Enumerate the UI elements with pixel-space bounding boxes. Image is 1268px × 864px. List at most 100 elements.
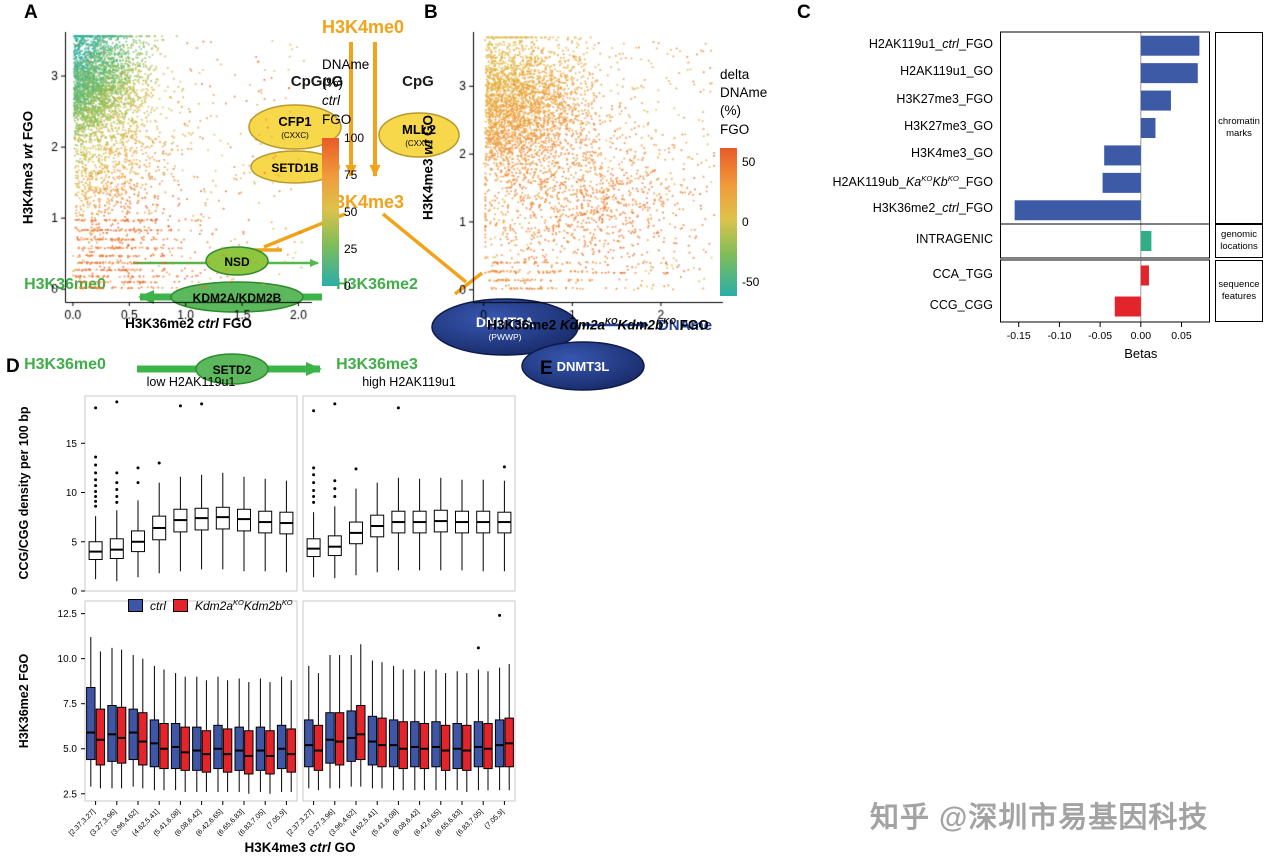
panel-a-label: A bbox=[24, 2, 38, 23]
box bbox=[213, 724, 223, 770]
panel-b-label: B bbox=[424, 2, 438, 23]
colorbar-gradient bbox=[720, 147, 737, 296]
legend-label-ko: Kdm2aKOKdm2bKO bbox=[195, 598, 293, 613]
beta-bar bbox=[1114, 296, 1141, 317]
panel-a-colorbar-legend: DNAme (%) ctrl FGO 100 75 50 25 0 bbox=[322, 56, 369, 293]
outlier-point bbox=[498, 613, 502, 617]
panel-c-label: C bbox=[797, 2, 811, 23]
box bbox=[265, 730, 275, 775]
outlier-point bbox=[94, 504, 98, 508]
box bbox=[304, 719, 314, 768]
betas-category-label: H3K27me3_FGO bbox=[896, 91, 993, 106]
y-tick-label: 10 bbox=[66, 488, 78, 499]
outlier-point bbox=[312, 473, 316, 477]
box bbox=[473, 721, 484, 768]
panel-a-x-axis-title: H3K36me2 ctrl FGO bbox=[125, 316, 252, 331]
legend-title-line: FGO bbox=[322, 111, 352, 127]
betas-category-label: H3K36me2_ctrl_FGO bbox=[872, 201, 993, 216]
outlier-point bbox=[476, 646, 480, 650]
legend-title-line: ctrl bbox=[322, 93, 340, 109]
betas-x-tick-label: 0.00 bbox=[1131, 330, 1152, 342]
h3k4me3-label: H3K4me3 bbox=[322, 192, 404, 212]
panel-a: H3K36me2 ctrl FGO H3K4me3 wt FGO DNAme (%… bbox=[20, 0, 420, 356]
h3k36me2-label: H3K36me2 bbox=[336, 276, 418, 293]
outlier-point bbox=[200, 402, 204, 406]
betas-x-tick-label: 0.05 bbox=[1171, 330, 1192, 342]
colorbar-gradient bbox=[322, 137, 339, 286]
betas-category-labels: H2AK119u1_ctrl_FGO H2AK119u1_GO H3K27me3_F… bbox=[795, 0, 995, 365]
outlier-point bbox=[333, 402, 337, 406]
panel-d: low H2AK119u1 high H2AK119u1 0 5 10 15 2.5 5.0 7… bbox=[0, 358, 530, 864]
y-tick-label: 2.5 bbox=[63, 789, 77, 800]
dnmt3a-domain-label: (PWWP) bbox=[488, 332, 521, 342]
panel-d-bottom-y-axis-title: H3K36me2 FGO bbox=[17, 653, 31, 749]
outlier-point bbox=[396, 406, 400, 410]
boxplot-chart: low H2AK119u1 high H2AK119u1 0 5 10 15 2.5 5.0 7… bbox=[58, 375, 516, 838]
betas-category-label: H2AK119u1_GO bbox=[900, 64, 993, 79]
legend-label-ctrl: ctrl bbox=[150, 598, 166, 613]
betas-x-tick-label: -0.15 bbox=[1007, 330, 1031, 342]
box bbox=[325, 712, 335, 764]
box bbox=[86, 686, 96, 761]
y-tick-label: 5.0 bbox=[63, 744, 77, 755]
box bbox=[377, 717, 387, 768]
beta-bar bbox=[1140, 231, 1152, 251]
colorbar-tick-label: 0 bbox=[742, 214, 749, 229]
dnmt3l-label: DNMT3L bbox=[557, 359, 610, 374]
box bbox=[201, 730, 212, 773]
colorbar-tick-label: 50 bbox=[344, 204, 358, 219]
betas-category-label: CCG_CGG bbox=[929, 297, 993, 312]
outlier-point bbox=[94, 406, 98, 410]
box bbox=[483, 723, 493, 770]
betas-category-label: H3K4me3_GO bbox=[911, 146, 993, 161]
colorbar-tick-label: 75 bbox=[344, 167, 358, 182]
panel-d-x-axis-title: H3K4me3 ctrl GO bbox=[244, 840, 356, 855]
outlier-point bbox=[333, 479, 337, 483]
watermark: 知乎 @深圳市易基因科技 bbox=[870, 802, 1209, 834]
legend-swatch-ko bbox=[173, 599, 188, 612]
boxplot-legend: ctrl Kdm2aKOKdm2bKO bbox=[128, 598, 293, 613]
box bbox=[192, 726, 202, 771]
legend-title: DNAme (%) ctrl FGO bbox=[322, 56, 369, 129]
mll2-label: MLL2 bbox=[402, 122, 436, 137]
beta-bar bbox=[1102, 172, 1141, 193]
outlier-point bbox=[94, 463, 98, 467]
legend-title-line: (%) bbox=[720, 103, 741, 119]
beta-bar bbox=[1140, 35, 1200, 56]
beta-bar bbox=[1140, 118, 1156, 138]
betas-group-label: genomic locations bbox=[1215, 224, 1263, 258]
box bbox=[494, 719, 505, 768]
outlier-point bbox=[312, 500, 316, 504]
legend-title: delta DNAme (%) FGO bbox=[720, 66, 767, 139]
outlier-point bbox=[136, 481, 140, 485]
box bbox=[286, 728, 296, 773]
box bbox=[388, 719, 399, 768]
colorbar-tick-label: 50 bbox=[742, 155, 756, 170]
outlier-point bbox=[178, 404, 182, 408]
panel-b: H3K36me2 Kdm2aKOKdm2bKO FGO H3K4me3 wt G… bbox=[420, 0, 850, 356]
panel-d-label: D bbox=[6, 356, 20, 377]
outlier-point bbox=[312, 489, 316, 493]
x-tick-label: (7.05,9] bbox=[482, 807, 506, 831]
beta-bar bbox=[1140, 63, 1198, 84]
outlier-point bbox=[94, 455, 98, 459]
y-tick-label: 10.0 bbox=[58, 654, 78, 665]
panel-b-scatter-canvas bbox=[445, 20, 745, 325]
panel-c: H2AK119u1_ctrl_FGO H2AK119u1_GO H3K27me3_F… bbox=[795, 0, 1268, 365]
box bbox=[222, 728, 233, 773]
h3k4me0-label: H3K4me0 bbox=[322, 17, 404, 37]
box bbox=[431, 721, 441, 768]
panel-b-y-axis-title: H3K4me3 wt GO bbox=[420, 114, 436, 221]
box bbox=[116, 706, 127, 764]
facet-label: low H2AK119u1 bbox=[147, 375, 236, 389]
h3k36me0-bottom-label: H3K36me0 bbox=[24, 356, 106, 373]
outlier-point bbox=[333, 487, 337, 491]
beta-bar bbox=[1104, 145, 1141, 166]
cpg-label: CpG bbox=[402, 73, 434, 90]
dnmt3l-ellipse bbox=[521, 341, 645, 391]
legend-title-line: FGO bbox=[720, 121, 750, 137]
betas-category-label: INTRAGENIC bbox=[915, 232, 993, 246]
box bbox=[452, 723, 462, 770]
panel-a-scatter-canvas bbox=[40, 20, 330, 325]
